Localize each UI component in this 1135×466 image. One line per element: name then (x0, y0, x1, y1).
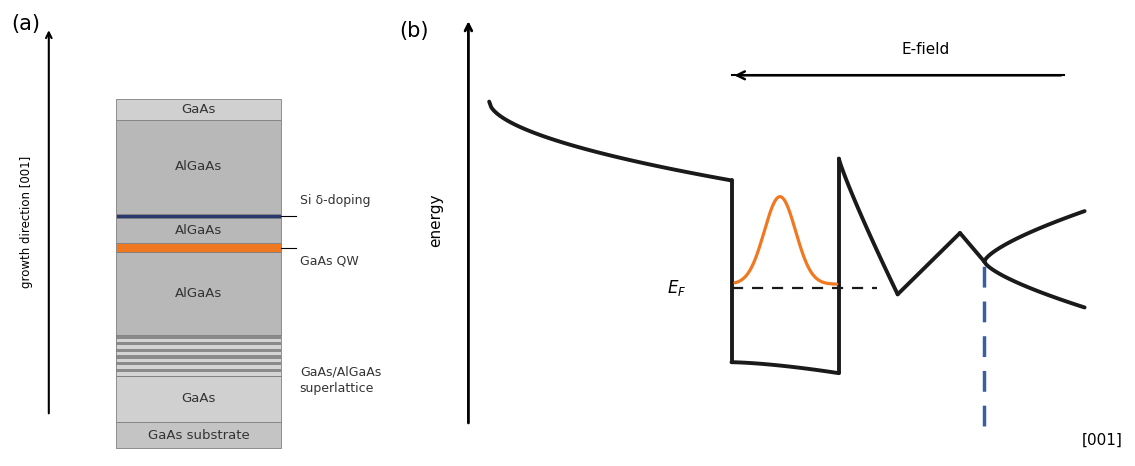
Polygon shape (116, 252, 281, 335)
Text: GaAs substrate: GaAs substrate (148, 429, 250, 441)
Polygon shape (116, 422, 281, 448)
Text: GaAs: GaAs (182, 392, 216, 405)
Text: GaAs/AlGaAs
superlattice: GaAs/AlGaAs superlattice (300, 365, 381, 395)
Polygon shape (116, 335, 281, 338)
Polygon shape (116, 213, 281, 219)
Text: (b): (b) (400, 21, 429, 41)
Text: AlGaAs: AlGaAs (175, 224, 222, 237)
Polygon shape (116, 243, 281, 252)
Text: E-field: E-field (901, 42, 950, 57)
Polygon shape (116, 99, 281, 120)
Text: GaAs QW: GaAs QW (300, 255, 359, 267)
Polygon shape (116, 369, 281, 372)
Text: GaAs: GaAs (182, 103, 216, 116)
Polygon shape (116, 219, 281, 243)
Polygon shape (116, 372, 281, 376)
Text: (a): (a) (11, 14, 41, 34)
Text: energy: energy (428, 193, 443, 247)
Polygon shape (116, 376, 281, 422)
Polygon shape (116, 120, 281, 213)
Text: $E_F$: $E_F$ (667, 278, 687, 298)
Polygon shape (116, 365, 281, 369)
Polygon shape (116, 356, 281, 359)
Text: AlGaAs: AlGaAs (175, 160, 222, 173)
Polygon shape (116, 349, 281, 352)
Text: [001]: [001] (1082, 432, 1123, 448)
Polygon shape (116, 342, 281, 345)
Polygon shape (116, 359, 281, 362)
Polygon shape (116, 345, 281, 349)
Polygon shape (116, 352, 281, 356)
Polygon shape (116, 362, 281, 365)
Text: AlGaAs: AlGaAs (175, 287, 222, 300)
Text: growth direction [001]: growth direction [001] (19, 156, 33, 288)
Polygon shape (116, 338, 281, 342)
Text: Si δ-doping: Si δ-doping (300, 194, 370, 207)
